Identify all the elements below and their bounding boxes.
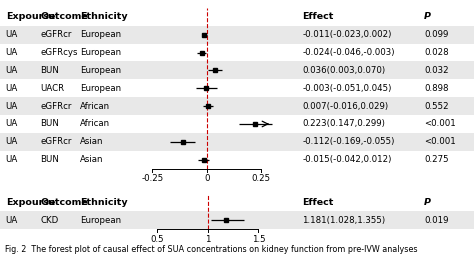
Text: African: African — [80, 119, 110, 128]
Text: eGFRcys: eGFRcys — [40, 48, 78, 57]
Bar — [0, 211, 474, 229]
Text: 0.019: 0.019 — [424, 216, 449, 225]
Text: 0.898: 0.898 — [424, 84, 449, 93]
Text: BUN: BUN — [40, 155, 59, 164]
Text: UA: UA — [6, 84, 18, 93]
Text: P: P — [424, 198, 431, 207]
Text: UA: UA — [6, 66, 18, 75]
Bar — [0, 62, 474, 79]
Bar — [0, 97, 474, 115]
Bar — [0, 133, 474, 151]
Text: Effect: Effect — [302, 12, 334, 21]
Text: 0.007(-0.016,0.029): 0.007(-0.016,0.029) — [302, 102, 389, 111]
Text: European: European — [80, 216, 121, 225]
Text: 1: 1 — [205, 234, 210, 244]
Text: -0.015(-0.042,0.012): -0.015(-0.042,0.012) — [302, 155, 392, 164]
Text: 1.5: 1.5 — [252, 234, 265, 244]
Text: CKD: CKD — [40, 216, 59, 225]
Text: Asian: Asian — [80, 137, 103, 146]
Text: UA: UA — [6, 30, 18, 39]
Text: UA: UA — [6, 216, 18, 225]
Text: European: European — [80, 66, 121, 75]
Text: UA: UA — [6, 119, 18, 128]
Text: Fig. 2  The forest plot of causal effect of SUA concentrations on kidney functio: Fig. 2 The forest plot of causal effect … — [5, 245, 417, 254]
Text: Asian: Asian — [80, 155, 103, 164]
Text: Ethnicity: Ethnicity — [80, 12, 127, 21]
Text: UACR: UACR — [40, 84, 64, 93]
Text: 0.032: 0.032 — [424, 66, 449, 75]
Text: eGFRcr: eGFRcr — [40, 30, 72, 39]
Text: African: African — [80, 102, 110, 111]
Text: 0: 0 — [204, 174, 210, 183]
Text: Ethnicity: Ethnicity — [80, 198, 127, 207]
Text: UA: UA — [6, 102, 18, 111]
Bar — [0, 26, 474, 43]
Text: 0.036(0.003,0.070): 0.036(0.003,0.070) — [302, 66, 385, 75]
Text: -0.024(-0.046,-0.003): -0.024(-0.046,-0.003) — [302, 48, 395, 57]
Text: -0.003(-0.051,0.045): -0.003(-0.051,0.045) — [302, 84, 392, 93]
Text: Outcome: Outcome — [40, 198, 88, 207]
Text: 0.552: 0.552 — [424, 102, 449, 111]
Text: UA: UA — [6, 137, 18, 146]
Text: 0.028: 0.028 — [424, 48, 449, 57]
Text: eGFRcr: eGFRcr — [40, 102, 72, 111]
Text: 0.275: 0.275 — [424, 155, 449, 164]
Text: P: P — [424, 12, 431, 21]
Text: eGFRcr: eGFRcr — [40, 137, 72, 146]
Text: Outcome: Outcome — [40, 12, 88, 21]
Text: Effect: Effect — [302, 198, 334, 207]
Text: BUN: BUN — [40, 66, 59, 75]
Text: 0.5: 0.5 — [151, 234, 164, 244]
Text: BUN: BUN — [40, 119, 59, 128]
Text: European: European — [80, 84, 121, 93]
Text: Expourse: Expourse — [6, 12, 55, 21]
Text: -0.112(-0.169,-0.055): -0.112(-0.169,-0.055) — [302, 137, 395, 146]
Text: 0.099: 0.099 — [424, 30, 448, 39]
Text: <0.001: <0.001 — [424, 119, 456, 128]
Text: 0.25: 0.25 — [252, 174, 271, 183]
Text: -0.011(-0.023,0.002): -0.011(-0.023,0.002) — [302, 30, 392, 39]
Text: UA: UA — [6, 155, 18, 164]
Text: European: European — [80, 48, 121, 57]
Text: 0.223(0.147,0.299): 0.223(0.147,0.299) — [302, 119, 385, 128]
Text: -0.25: -0.25 — [141, 174, 164, 183]
Text: Expourse: Expourse — [6, 198, 55, 207]
Text: European: European — [80, 30, 121, 39]
Text: UA: UA — [6, 48, 18, 57]
Text: 1.181(1.028,1.355): 1.181(1.028,1.355) — [302, 216, 385, 225]
Text: <0.001: <0.001 — [424, 137, 456, 146]
